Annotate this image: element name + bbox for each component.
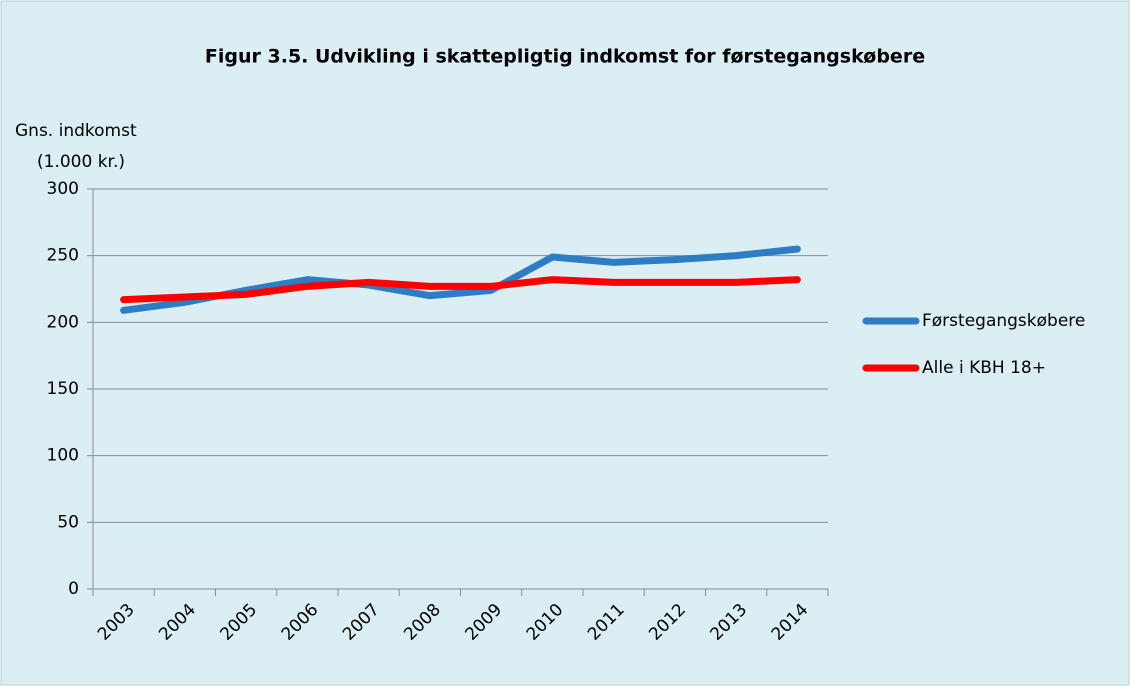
legend-label: Førstegangskøbere [922,311,1085,331]
y-tick-label: 300 [47,179,79,199]
y-tick-label: 200 [47,312,79,332]
data-line [120,276,801,304]
y-tick-label: 250 [47,246,79,266]
y-tick-label: 50 [57,512,79,532]
y-tick-label: 150 [47,379,79,399]
y-tick-label: 0 [68,579,79,599]
chart-title: Figur 3.5. Udvikling i skattepligtig ind… [205,46,925,68]
y-tick-label: 100 [47,446,79,466]
y-axis-label: Gns. indkomst [15,121,137,141]
legend-label: Alle i KBH 18+ [922,358,1046,378]
y-axis-label: (1.000 kr.) [37,152,125,172]
